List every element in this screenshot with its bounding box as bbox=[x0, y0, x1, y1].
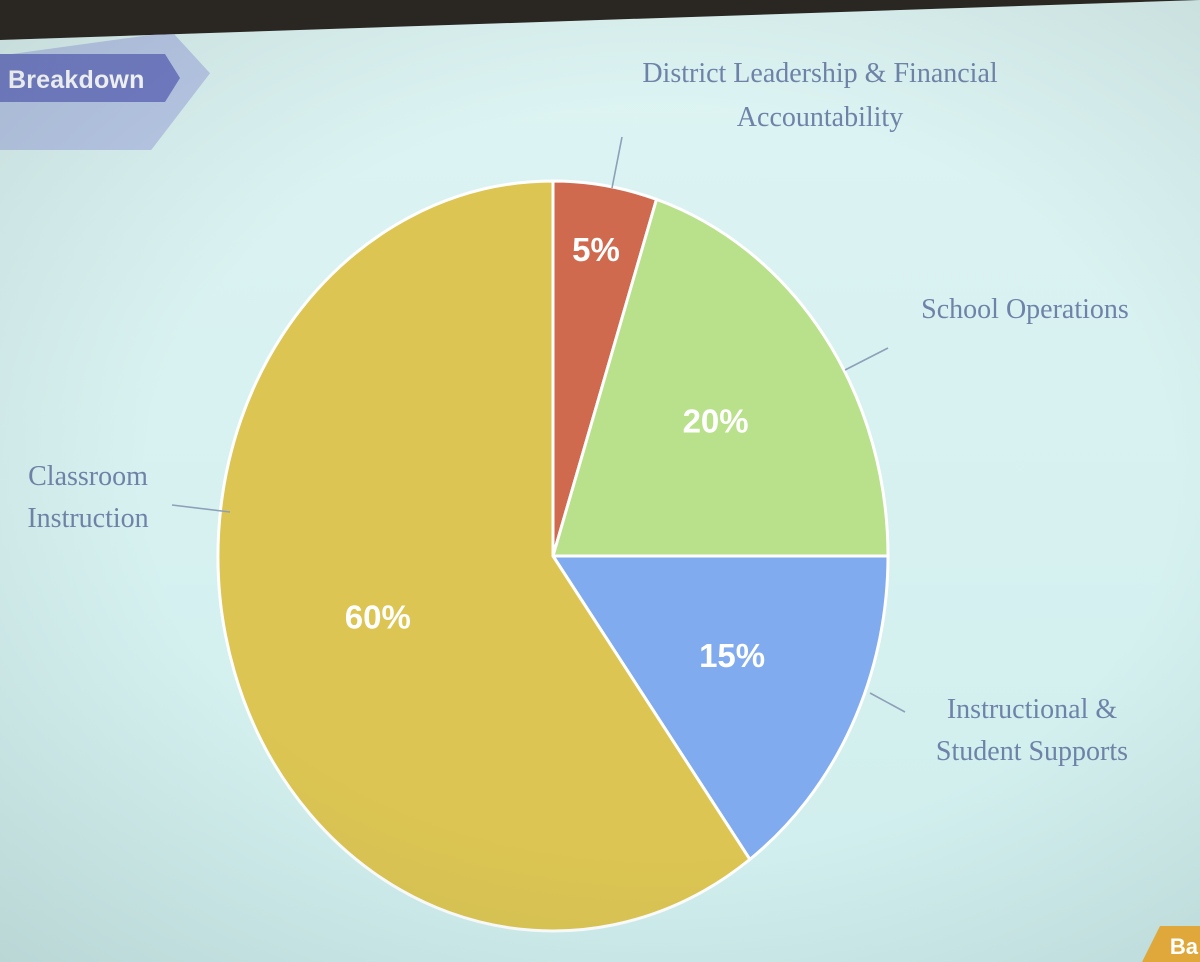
leader-line-2 bbox=[844, 347, 889, 371]
category-label-3-line-2: Student Supports bbox=[936, 736, 1128, 767]
pie-slice-2 bbox=[551, 197, 890, 558]
breakdown-banner bbox=[0, 54, 180, 102]
pie-slice-3 bbox=[550, 554, 890, 862]
leader-line-3 bbox=[869, 692, 906, 713]
category-label-3-line-1: Instructional & bbox=[947, 694, 1118, 725]
category-label-4-line-2: Instruction bbox=[27, 503, 148, 534]
leader-line-1 bbox=[611, 136, 623, 189]
category-label-1-line-2: Accountability bbox=[737, 102, 903, 133]
leader-line-4 bbox=[171, 504, 231, 513]
category-label-4-line-1: Classroom bbox=[28, 461, 148, 492]
pie-slice-value-label-3: 15% bbox=[699, 637, 765, 674]
pie-slice-value-label-4: 60% bbox=[345, 598, 411, 635]
category-label-1-line-1: District Leadership & Financial bbox=[642, 58, 998, 89]
pie-slice-value-label-2: 20% bbox=[683, 402, 749, 439]
corner-tab-label: Ba bbox=[1169, 934, 1198, 959]
category-label-2-line-1: School Operations bbox=[921, 294, 1129, 325]
breakdown-banner-label: Breakdown bbox=[8, 66, 145, 94]
pie-slice-value-label-1: 5% bbox=[572, 231, 620, 268]
pie-slice-4 bbox=[216, 179, 752, 933]
